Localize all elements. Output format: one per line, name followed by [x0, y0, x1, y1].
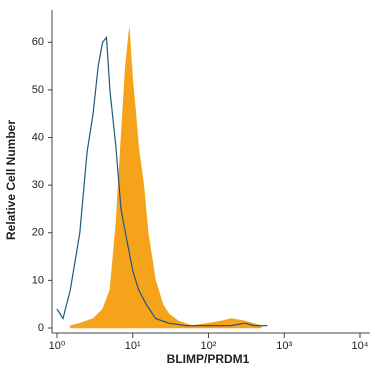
y-axis-title: Relative Cell Number — [4, 120, 18, 240]
y-tick-label: 40 — [32, 131, 44, 143]
x-tick-label: 10¹ — [125, 340, 141, 352]
x-tick-label: 10⁰ — [49, 340, 66, 352]
y-tick-label: 30 — [32, 179, 44, 191]
y-tick-label: 60 — [32, 36, 44, 48]
line — [56, 35, 268, 327]
x-tick-label: 10³ — [276, 340, 292, 352]
y-tick-label: 20 — [32, 227, 44, 239]
area — [70, 27, 262, 329]
y-tick-label: 10 — [32, 274, 44, 286]
x-axis-title: BLIMP/PRDM1 — [167, 352, 250, 366]
y-tick-label: 0 — [38, 322, 44, 334]
x-tick-label: 10² — [201, 340, 217, 352]
y-tick-label: 50 — [32, 84, 44, 96]
x-tick-label: 10⁴ — [352, 340, 369, 352]
